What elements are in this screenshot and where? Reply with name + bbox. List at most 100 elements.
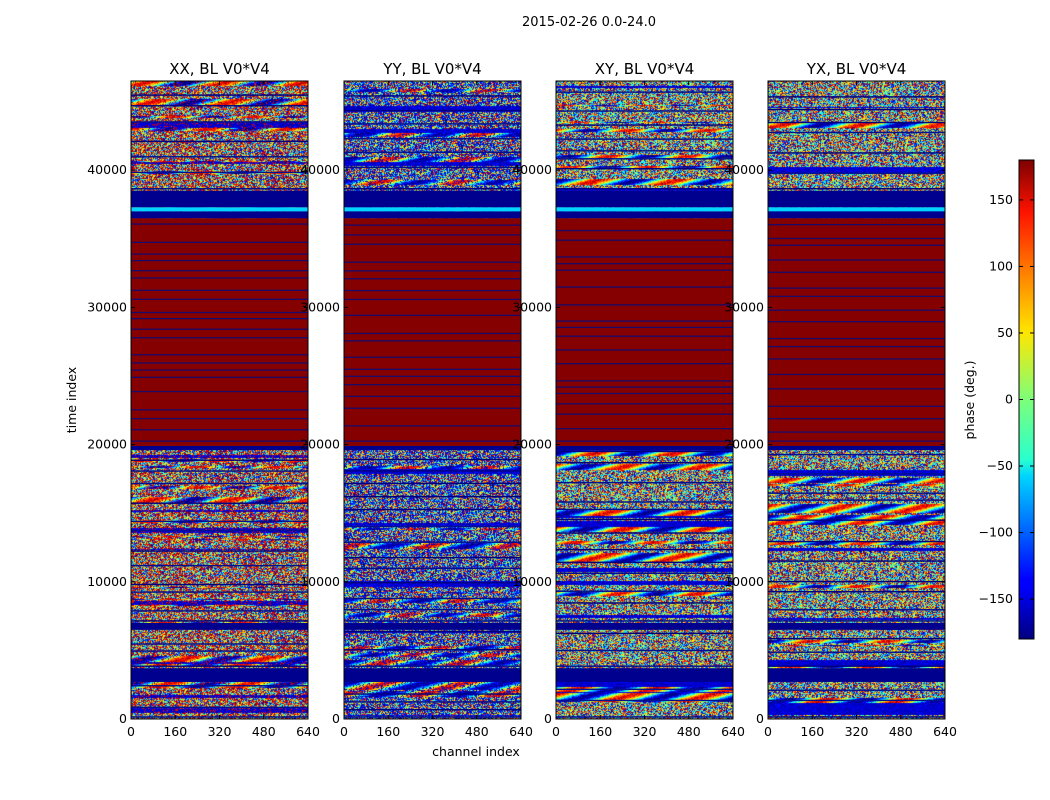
phase-band <box>556 218 733 446</box>
x-tick-label: 480 <box>252 724 276 739</box>
flag-stripe <box>344 356 521 358</box>
flag-stripe <box>768 295 945 298</box>
phase-band <box>556 622 733 630</box>
flag-stripe <box>768 309 945 311</box>
flag-stripe <box>344 289 521 292</box>
flag-stripe <box>344 234 521 236</box>
flag-stripe <box>556 548 733 551</box>
flag-stripe <box>768 223 945 226</box>
flag-stripe <box>768 473 945 475</box>
flag-stripe <box>556 239 733 241</box>
flag-stripe <box>131 188 308 190</box>
flag-stripe <box>131 362 308 364</box>
flag-stripe <box>131 241 308 244</box>
flag-stripe <box>131 502 308 504</box>
flag-stripe <box>556 150 733 152</box>
phase-band <box>344 445 521 451</box>
flag-stripe <box>344 425 521 427</box>
flag-stripe <box>556 91 733 93</box>
y-tick-label: 0 <box>756 711 764 726</box>
phase-band <box>131 445 308 451</box>
y-tick-label: 20000 <box>512 437 552 452</box>
flag-stripe <box>768 453 945 456</box>
phase-band <box>131 190 308 208</box>
phase-band <box>344 211 521 219</box>
flag-stripe <box>556 508 733 511</box>
flag-stripe <box>131 171 308 174</box>
flag-stripe <box>556 403 733 405</box>
phase-band <box>344 622 521 630</box>
flag-stripe <box>344 608 521 611</box>
flag-stripe <box>768 591 945 593</box>
flag-stripe <box>344 123 521 125</box>
flag-stripe <box>768 431 945 433</box>
flag-stripe <box>131 354 308 356</box>
flag-stripe <box>768 244 945 246</box>
x-tick-label: 640 <box>721 724 745 739</box>
flag-stripe <box>556 320 733 322</box>
flag-stripe <box>131 591 308 593</box>
flag-stripe <box>556 699 733 702</box>
flag-stripe <box>768 287 945 289</box>
x-tick-label: 640 <box>509 724 533 739</box>
flag-stripe <box>131 520 308 523</box>
flag-stripe <box>344 243 521 245</box>
flag-stripe <box>768 108 945 111</box>
flag-stripe <box>556 532 733 534</box>
flag-stripe <box>768 637 945 640</box>
y-tick-label: 0 <box>544 711 552 726</box>
y-tick-label: 20000 <box>724 437 764 452</box>
flag-stripe <box>344 384 521 386</box>
flag-stripe <box>556 335 733 337</box>
flag-stripe <box>768 131 945 134</box>
flag-stripe <box>131 253 308 255</box>
phase-band <box>768 218 945 446</box>
flag-stripe <box>131 610 308 612</box>
flag-stripe <box>344 620 521 622</box>
phase-band <box>768 668 945 682</box>
x-tick-label: 640 <box>296 724 320 739</box>
panel-1: XX, BL V0*V4 0 160 320 480 640 0 10000 20000 3000… <box>87 60 320 739</box>
figure-title: 2015-02-26 0.0-24.0 <box>522 15 656 30</box>
flag-stripe <box>556 124 733 126</box>
flag-stripe <box>768 405 945 407</box>
phase-band <box>768 622 945 630</box>
y-tick-label: 30000 <box>300 299 340 314</box>
colorbar-tick-label: −100 <box>979 525 1013 540</box>
x-tick-label: 0 <box>127 724 135 739</box>
flag-stripe <box>768 620 945 622</box>
flag-stripe <box>131 156 308 158</box>
flag-stripe <box>556 158 733 160</box>
flag-stripe <box>768 321 945 323</box>
flag-stripe <box>556 572 733 575</box>
phase-band <box>556 211 733 219</box>
flag-stripe <box>344 597 521 600</box>
flag-stripe <box>131 429 308 431</box>
flag-stripe <box>131 369 308 371</box>
y-tick-label: 40000 <box>724 162 764 177</box>
phase-band <box>344 668 521 682</box>
flag-stripe <box>768 580 945 583</box>
flag-stripe <box>344 541 521 543</box>
flag-stripe <box>768 121 945 124</box>
flag-stripe <box>131 470 308 472</box>
flag-stripe <box>556 501 733 503</box>
x-tick-label: 0 <box>764 724 772 739</box>
panel-2: YY, BL V0*V4 0 160 320 480 640 0 10000 20000 3000… <box>300 60 533 739</box>
panel-title: XY, BL V0*V4 <box>595 60 695 78</box>
phase-band <box>131 668 308 682</box>
flag-stripe <box>131 105 308 107</box>
flag-stripe <box>344 109 521 112</box>
flag-stripe <box>344 375 521 378</box>
flag-stripe <box>344 332 521 335</box>
flag-stripe <box>131 376 308 378</box>
y-axis-label: time index <box>64 367 79 433</box>
flag-stripe <box>344 701 521 703</box>
flag-stripe <box>768 388 945 390</box>
flag-stripe <box>344 567 521 570</box>
flag-stripe <box>344 525 521 528</box>
flag-stripe <box>131 289 308 291</box>
flag-stripe <box>131 140 308 143</box>
colorbar-label: phase (deg.) <box>962 361 977 440</box>
